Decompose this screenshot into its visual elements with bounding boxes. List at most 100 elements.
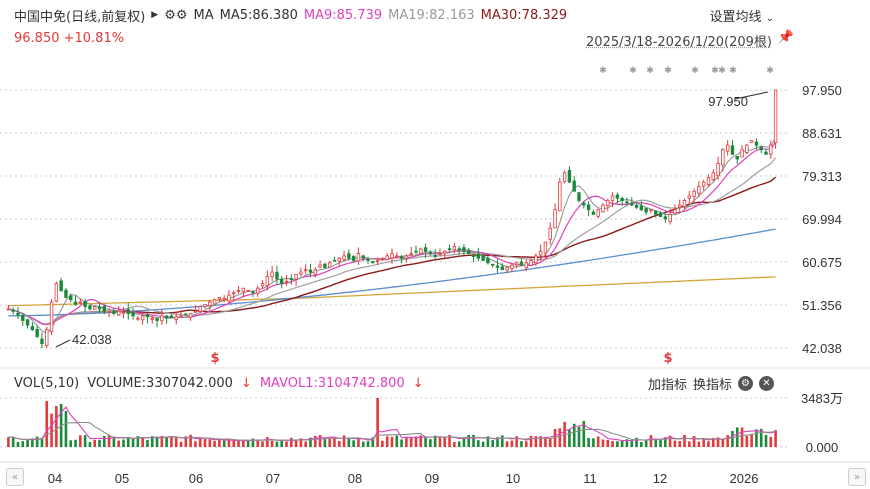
volume-bar	[146, 439, 149, 447]
scroll-left-button[interactable]: «	[6, 468, 24, 486]
candle-body	[251, 291, 255, 294]
candle-body	[308, 269, 313, 273]
close-icon[interactable]: ✕	[759, 376, 774, 391]
candle-body	[654, 210, 658, 215]
volume-bar	[510, 440, 514, 447]
volume-bar	[309, 437, 312, 447]
candle-body	[399, 256, 404, 259]
candle-body	[548, 227, 552, 240]
candle-body	[462, 247, 466, 252]
volume-bar	[572, 423, 576, 447]
volume-bar	[496, 437, 499, 447]
candle-body	[227, 294, 231, 302]
candle-body	[447, 248, 452, 251]
candle-body	[136, 317, 140, 320]
volume-bar	[93, 439, 97, 447]
gear-icon[interactable]: ⚙	[738, 376, 753, 391]
volume-bar	[505, 441, 509, 447]
volume-bar	[635, 437, 638, 447]
candle-body	[30, 326, 35, 331]
candle-body	[217, 297, 222, 300]
candle-body	[692, 190, 696, 197]
stock-name[interactable]: 中国中免(日线,前复权)	[14, 9, 146, 25]
volume-bar	[515, 436, 518, 447]
volume-bar	[155, 436, 159, 447]
candle-body	[730, 145, 735, 155]
candle-body	[649, 209, 653, 212]
candle-body	[25, 319, 30, 326]
candle-body	[625, 201, 629, 204]
candle-body	[256, 287, 260, 294]
volume-bar	[755, 429, 758, 447]
volume-bar	[227, 440, 231, 447]
event-marker: ✱	[766, 66, 774, 76]
candle-body	[193, 310, 198, 313]
candle-body	[673, 209, 677, 214]
volume-bar	[524, 441, 528, 447]
candle-body	[375, 260, 380, 262]
candle-body	[582, 202, 586, 206]
ma9-label: MA9:85.739	[303, 7, 383, 23]
volume-bar	[40, 437, 44, 447]
volume-bar	[553, 428, 557, 447]
scroll-right-button[interactable]: »	[848, 468, 866, 486]
candle-body	[769, 144, 773, 155]
pin-icon[interactable]: 📌	[777, 30, 794, 45]
event-marker: ✱	[718, 66, 726, 76]
candle-body	[280, 279, 284, 284]
down-arrow-icon: ↓	[240, 375, 252, 391]
mavol5-line	[8, 406, 776, 442]
volume-bar	[654, 439, 658, 447]
volume-bar	[385, 436, 389, 447]
volume-bar	[11, 436, 15, 447]
volume-bar	[45, 400, 49, 447]
event-marker: ✱	[629, 66, 637, 76]
candle-body	[21, 315, 25, 321]
volume-bar	[769, 436, 773, 447]
candle-body	[701, 181, 706, 187]
x-tick-label: 04	[48, 471, 62, 486]
candle-body	[716, 163, 720, 176]
volume-bar	[371, 437, 375, 447]
candle-body	[327, 262, 332, 268]
dividend-marker: $	[663, 351, 672, 366]
candle-body	[490, 263, 495, 266]
candle-body	[577, 192, 581, 201]
volume-bar	[558, 428, 562, 447]
volume-bar	[117, 440, 120, 447]
change-indicator-button[interactable]: 换指标	[692, 378, 732, 393]
chevron-down-icon: ⌄	[765, 13, 774, 24]
candle-body	[11, 309, 15, 312]
volume-bar	[544, 438, 547, 447]
volume-bar	[481, 441, 485, 447]
volume-bar	[577, 426, 581, 447]
volume-bar	[337, 441, 341, 447]
candle-body	[332, 259, 337, 262]
volume-bar	[443, 436, 447, 447]
volume-bar	[256, 439, 260, 447]
y-tick-label: 88.631	[802, 126, 842, 141]
candle-body	[423, 247, 428, 252]
candle-body	[620, 198, 624, 201]
candle-body	[140, 315, 145, 321]
candle-body	[500, 266, 504, 271]
candle-body	[188, 313, 193, 318]
vol-label: VOL(5,10)	[14, 375, 80, 391]
add-indicator-button[interactable]: 加指标	[647, 378, 687, 393]
x-tick-label: 08	[348, 471, 362, 486]
x-tick-label: 06	[189, 471, 203, 486]
volume-bar	[323, 439, 327, 447]
gear-icon[interactable]: ⚙⚙	[164, 7, 188, 23]
volume-bar	[170, 437, 173, 447]
date-range[interactable]: 2025/3/18-2026/1/20(209根)	[586, 35, 772, 50]
event-marker: ✱	[729, 66, 737, 76]
candle-body	[351, 255, 356, 261]
volume-bar	[745, 435, 749, 447]
event-marker: ✱	[664, 66, 672, 76]
play-icon[interactable]: ▶	[151, 10, 159, 20]
candle-body	[102, 306, 106, 312]
volume-bar	[213, 441, 216, 447]
volume-bar	[759, 428, 763, 447]
settings-ma-button[interactable]: 设置均线 ⌄	[709, 6, 774, 25]
